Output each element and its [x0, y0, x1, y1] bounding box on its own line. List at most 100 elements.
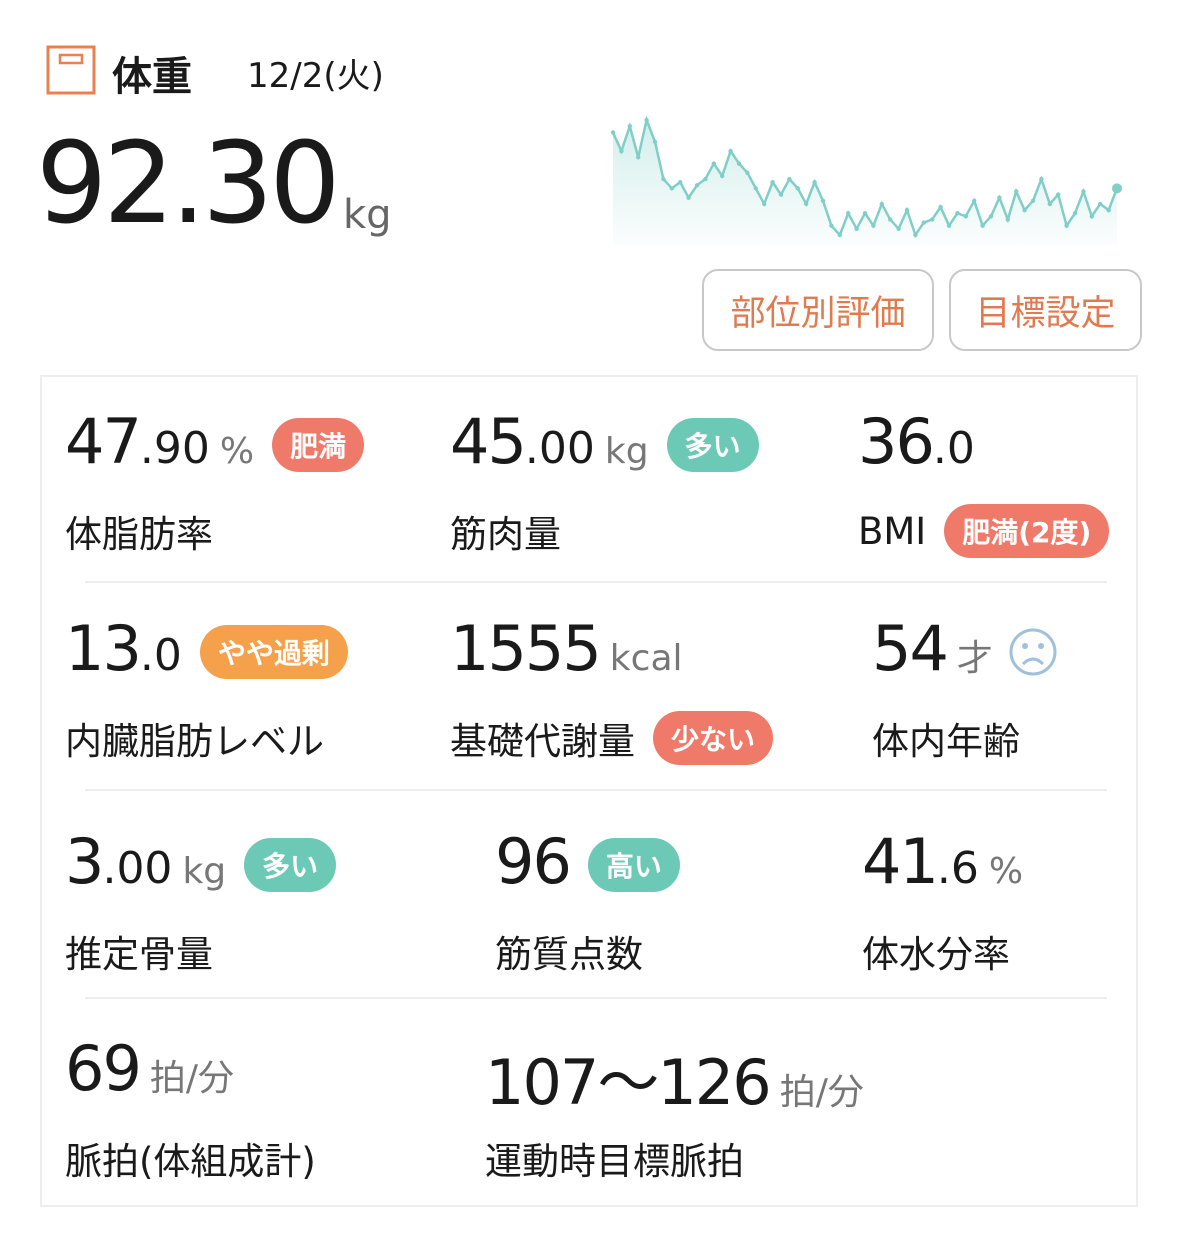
trend-point: [888, 217, 893, 222]
trend-point: [1014, 189, 1019, 194]
metric-value: 69: [65, 1032, 142, 1105]
metric-label: BMI: [858, 509, 927, 553]
badge: 肥満: [272, 418, 365, 472]
trend-point: [627, 124, 632, 129]
trend-point: [812, 179, 817, 185]
metric-unit: 拍/分: [149, 1058, 235, 1099]
trend-point: [694, 183, 700, 188]
metric-value: 41.6: [862, 825, 979, 898]
metric: 1555 kcal 基礎代謝量 少ない: [450, 612, 774, 768]
metric-unit: %: [219, 431, 255, 472]
metric: 96 高い筋質点数: [495, 825, 680, 981]
label-line: 内臓脂肪レベル: [65, 708, 348, 768]
metric: 36.0 BMI 肥満(2度): [858, 405, 1110, 561]
button[interactable]: 目標設定: [949, 269, 1142, 351]
date: 12/2(火): [247, 56, 384, 96]
metric: 13.0 やや過剰 内臓脂肪レベル: [65, 612, 348, 768]
badge: 肥満(2度): [944, 504, 1110, 558]
trend-point: [1089, 214, 1094, 219]
trend-point: [1081, 189, 1086, 194]
trend-point: [678, 179, 683, 185]
trend-point: [686, 195, 691, 200]
trend-point: [787, 176, 792, 182]
trend-point: [778, 192, 784, 197]
trend-point: [988, 214, 994, 219]
badge: やや過剰: [199, 625, 348, 679]
trend-point: [879, 201, 884, 207]
trend-point: [720, 173, 725, 179]
metric-value: 47.90: [65, 405, 210, 478]
trend-point: [1030, 198, 1036, 204]
trend-point: [904, 207, 910, 213]
metric: 47.90% 肥満体脂肪率: [65, 405, 365, 561]
metric-value: 3.00: [65, 825, 173, 898]
trend-point: [804, 201, 809, 207]
metric-unit: 才: [956, 638, 993, 679]
label-line: 基礎代謝量 少ない: [450, 708, 774, 768]
trend-point: [921, 220, 926, 225]
metric: 45.00 kg 多い 筋肉量: [450, 405, 759, 561]
trend-point: [753, 186, 758, 191]
metric-unit: kcal: [609, 638, 683, 679]
trend-point: [871, 223, 876, 228]
trend-point: [980, 223, 985, 228]
trend-point: [930, 217, 935, 222]
metric-label: 体脂肪率: [65, 513, 213, 556]
badge: 多い: [666, 418, 759, 472]
value-line: 1555 kcal: [450, 612, 773, 692]
label-line: 運動時目標脈拍: [485, 1128, 864, 1188]
value-line: 54 才: [872, 612, 1059, 692]
trend-point: [1106, 207, 1111, 213]
trend-point: [946, 223, 952, 228]
metric: 107〜126 拍/分 運動時目標脈拍: [485, 1032, 864, 1188]
label-line: 筋肉量: [450, 501, 759, 561]
trend-point: [829, 223, 834, 228]
trend-point: [1047, 201, 1052, 207]
trend-point: [1098, 201, 1103, 207]
trend-point: [669, 186, 674, 191]
trend-point: [846, 211, 851, 216]
weight-unit: kg: [343, 192, 392, 238]
metric-label: 筋肉量: [450, 513, 561, 556]
badge: 高い: [587, 838, 680, 892]
value-line: 41.6%: [862, 825, 1023, 905]
metric-value: 107〜126: [485, 1046, 772, 1119]
metric-label: 体水分率: [862, 933, 1010, 976]
trend-point: [736, 161, 742, 166]
metric-label: 運動時目標脈拍: [485, 1140, 744, 1183]
trend-point: [913, 232, 918, 238]
weight-icon: [46, 45, 96, 95]
label-line: 筋質点数: [495, 921, 680, 981]
label-line: 推定骨量: [65, 921, 336, 981]
trend-point: [837, 232, 842, 238]
metric-label: 推定骨量: [65, 933, 213, 976]
metric-value: 96: [495, 825, 572, 898]
metric: 69 拍/分脈拍(体組成計): [65, 1032, 316, 1188]
trend-point: [711, 161, 716, 166]
value-line: 69 拍/分: [65, 1032, 316, 1112]
metric-label: 脈拍(体組成計): [65, 1140, 316, 1183]
value-line: 36.0: [858, 405, 1109, 485]
trend-point: [938, 204, 943, 210]
button[interactable]: 部位別評価: [702, 269, 934, 351]
trend-point: [1072, 211, 1078, 216]
trend-point: [997, 195, 1002, 200]
trend-chart: [610, 115, 1122, 245]
metric-value: 36.0: [858, 405, 975, 478]
trend-point: [703, 176, 708, 182]
trend-point: [795, 186, 800, 191]
trend-point: [728, 148, 733, 154]
value-line: 45.00 kg 多い: [450, 405, 759, 485]
face-icon: [1009, 628, 1057, 676]
trend-point: [862, 211, 868, 216]
trend-point: [610, 130, 616, 135]
metric-unit: %: [988, 851, 1024, 892]
metric-unit: kg: [604, 431, 649, 472]
trend-point: [972, 198, 977, 204]
separator: [85, 997, 1107, 999]
metric: 54 才体内年齢: [872, 612, 1059, 768]
trend-point: [1056, 192, 1061, 197]
separator: [85, 789, 1107, 791]
metric-label: 筋質点数: [495, 933, 643, 976]
